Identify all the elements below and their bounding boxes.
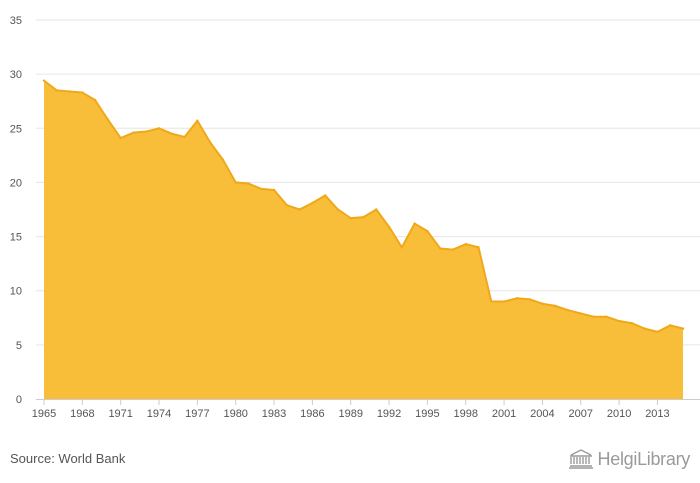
y-tick-label: 20	[10, 177, 22, 189]
data-point	[387, 225, 391, 229]
x-tick-label: 1983	[262, 408, 286, 420]
data-point	[464, 242, 467, 246]
data-point	[260, 187, 263, 191]
data-point	[477, 246, 480, 249]
data-point	[323, 194, 327, 197]
area-fill	[44, 80, 683, 399]
data-point	[145, 130, 148, 133]
data-point	[490, 300, 493, 303]
data-point	[413, 222, 416, 225]
data-point	[554, 304, 557, 308]
x-tick-label: 2001	[492, 408, 516, 420]
data-point	[132, 131, 135, 134]
x-tick-label: 1980	[223, 408, 247, 420]
data-point	[285, 203, 289, 207]
data-point	[170, 132, 173, 135]
data-point	[605, 315, 608, 318]
data-point	[81, 91, 84, 94]
y-tick-label: 10	[10, 286, 22, 298]
x-tick-label: 1965	[32, 408, 56, 420]
x-tick-label: 1998	[453, 408, 477, 420]
data-point	[643, 327, 646, 330]
data-point	[234, 181, 237, 184]
y-tick-label: 15	[10, 232, 22, 244]
data-point	[106, 118, 110, 121]
data-point	[451, 248, 455, 251]
data-point	[336, 208, 340, 211]
y-axis: 0 5 10 15 20 25 30 35	[10, 15, 22, 406]
data-point	[298, 208, 301, 211]
source-note: Source: World Bank	[10, 451, 126, 466]
y-tick-label: 30	[10, 69, 22, 81]
x-tick-label: 2013	[645, 408, 669, 420]
data-point	[68, 90, 71, 93]
y-tick-label: 35	[10, 15, 22, 27]
x-tick-label: 1986	[300, 408, 324, 420]
data-point	[311, 201, 314, 205]
x-tick-label: 1974	[147, 408, 171, 420]
x-tick-label: 2004	[530, 408, 554, 420]
y-tick-label: 0	[16, 394, 22, 406]
data-point	[93, 98, 97, 102]
data-point	[272, 188, 276, 192]
data-point	[579, 312, 582, 315]
data-point	[630, 322, 634, 325]
x-tick-label: 1992	[377, 408, 401, 420]
data-point	[42, 79, 46, 82]
data-point	[515, 297, 519, 300]
data-point	[157, 127, 161, 130]
x-tick-label: 2010	[607, 408, 631, 420]
data-point	[119, 136, 122, 140]
data-point	[681, 327, 685, 330]
data-point	[55, 89, 58, 92]
data-point	[541, 302, 544, 305]
data-point	[617, 319, 621, 323]
data-point	[426, 229, 429, 233]
x-tick-label: 1968	[70, 408, 94, 420]
x-tick-label: 1995	[415, 408, 439, 420]
area-series	[42, 79, 685, 399]
data-point	[349, 216, 352, 220]
data-point	[669, 324, 672, 327]
data-point	[528, 298, 531, 301]
data-point	[656, 330, 659, 334]
brand-watermark: HelgiLibrary	[568, 447, 690, 471]
data-point	[502, 300, 506, 303]
x-tick-label: 1977	[185, 408, 209, 420]
data-point	[592, 315, 595, 318]
data-point	[400, 246, 404, 249]
data-point	[221, 158, 225, 161]
x-tick-label: 1971	[108, 408, 132, 420]
data-point	[438, 247, 442, 250]
data-point	[183, 135, 186, 139]
y-tick-label: 5	[16, 340, 22, 352]
data-point	[566, 309, 570, 312]
x-tick-label: 2007	[569, 408, 593, 420]
data-point	[247, 182, 250, 185]
data-point	[375, 208, 378, 211]
data-point	[362, 215, 365, 219]
x-axis: 1965 1968 1971 1974 1977 1980 1983 1986 1989 1992…	[32, 399, 700, 420]
y-tick-label: 25	[10, 123, 22, 135]
data-point	[208, 141, 212, 144]
brand-name: HelgiLibrary	[597, 448, 691, 469]
x-tick-label: 1989	[338, 408, 362, 420]
library-building-icon	[568, 449, 593, 469]
data-point	[196, 119, 199, 122]
